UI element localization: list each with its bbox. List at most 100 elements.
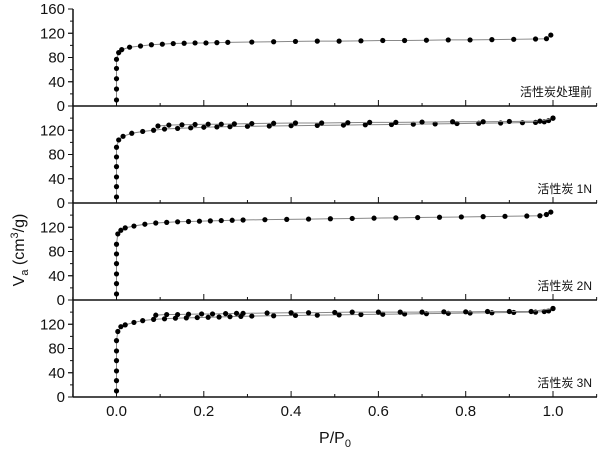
data-point: [113, 97, 120, 103]
y-tick-label: 80: [48, 244, 65, 261]
data-point: [115, 231, 121, 237]
data-point: [249, 39, 255, 45]
data-point: [463, 309, 469, 315]
data-point: [203, 40, 209, 46]
data-point: [113, 144, 120, 150]
data-point: [288, 123, 294, 129]
data-point: [240, 310, 246, 316]
data-point: [159, 41, 165, 47]
data-point: [175, 311, 181, 318]
data-point: [175, 125, 181, 132]
data-point: [419, 119, 425, 125]
data-point: [319, 120, 325, 126]
data-point: [537, 118, 543, 124]
data-point: [371, 215, 377, 221]
data-point: [113, 86, 120, 92]
data-point: [113, 56, 120, 62]
data-point: [292, 312, 299, 319]
data-point: [115, 328, 121, 335]
x-tick-label: 1.0: [543, 403, 564, 420]
data-point: [532, 36, 539, 42]
series-line: [116, 34, 552, 100]
data-point: [314, 312, 320, 318]
data-point: [164, 219, 170, 225]
y-tick-label: 120: [40, 219, 65, 236]
data-point: [113, 241, 120, 247]
data-point: [480, 214, 486, 220]
data-point: [166, 122, 172, 128]
series-line: [116, 117, 554, 197]
data-point: [249, 313, 255, 319]
data-point: [506, 308, 512, 315]
data-point: [548, 209, 554, 215]
data-point: [113, 184, 120, 190]
data-point: [231, 121, 237, 127]
y-tick-label: 40: [48, 74, 65, 91]
data-point: [120, 133, 126, 139]
data-point: [196, 218, 203, 224]
data-point: [155, 123, 161, 129]
data-point: [489, 310, 495, 316]
data-point: [537, 213, 543, 219]
data-point: [161, 316, 168, 322]
data-point: [140, 128, 146, 135]
data-point: [218, 217, 224, 224]
data-point: [227, 124, 233, 130]
data-point: [209, 311, 216, 317]
data-point: [122, 322, 128, 328]
data-point: [131, 319, 137, 326]
data-point: [548, 32, 554, 38]
data-point: [332, 309, 338, 316]
x-tick-label: 0.8: [455, 403, 476, 420]
data-point: [223, 311, 229, 317]
data-point: [113, 251, 120, 257]
data-point: [358, 38, 364, 44]
data-point: [506, 118, 512, 125]
data-point: [118, 227, 124, 233]
data-point: [131, 223, 137, 229]
data-point: [375, 309, 381, 315]
data-point: [113, 368, 120, 374]
data-point: [458, 214, 464, 220]
y-tick-label: 80: [48, 50, 65, 67]
data-point: [345, 120, 351, 126]
data-point: [188, 125, 194, 131]
data-point: [194, 314, 200, 321]
data-point: [445, 37, 451, 43]
data-point: [484, 308, 491, 315]
data-point: [262, 217, 268, 223]
data-point: [336, 312, 342, 318]
data-point: [185, 218, 192, 225]
x-tick-label: 0.4: [281, 403, 302, 420]
y-tick-label: 160: [40, 1, 65, 18]
y-tick-label: 120: [40, 25, 65, 42]
data-point: [181, 40, 187, 46]
data-point: [218, 121, 224, 127]
data-point: [327, 216, 333, 222]
panel-label: 活性炭 1N: [537, 182, 592, 196]
data-point: [240, 217, 246, 223]
data-point: [271, 313, 277, 319]
data-point: [116, 137, 122, 143]
data-point: [113, 291, 120, 297]
data-point: [349, 215, 355, 222]
data-point: [229, 217, 235, 223]
data-point: [214, 40, 220, 46]
data-point: [543, 36, 550, 42]
data-point: [192, 40, 198, 46]
series-line: [116, 211, 552, 294]
data-point: [380, 311, 386, 317]
data-point: [244, 123, 251, 129]
y-tick-label: 0: [57, 389, 65, 406]
data-point: [410, 121, 416, 127]
data-point: [113, 358, 120, 364]
data-point: [216, 314, 222, 320]
data-point: [467, 310, 473, 316]
panel-3: 0 40 80 120 活性炭 2N: [40, 202, 598, 309]
data-point: [502, 213, 508, 219]
data-point: [179, 122, 185, 128]
data-point: [393, 119, 399, 125]
y-axis-label: Va (cm3/g): [9, 214, 31, 287]
x-tick-label: 0.6: [368, 403, 389, 420]
data-point: [543, 211, 550, 218]
